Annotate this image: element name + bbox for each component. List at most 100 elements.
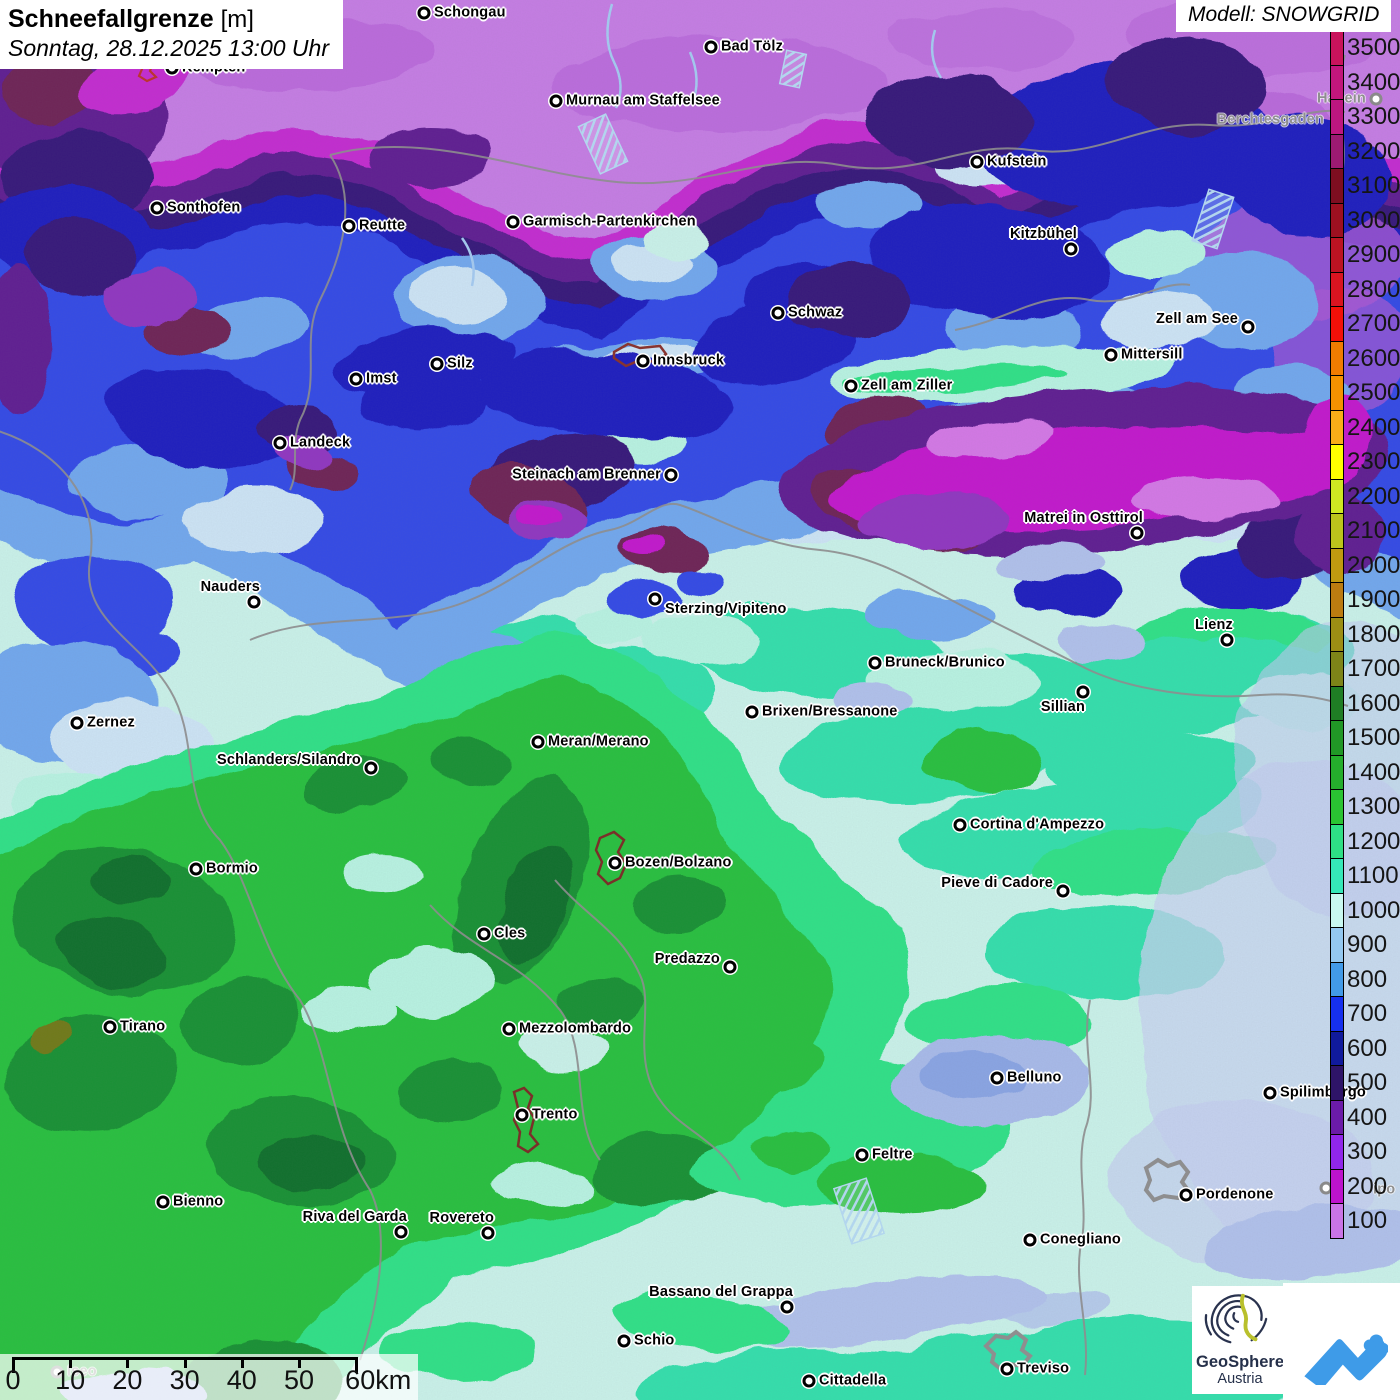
city-label: Zell am See: [1156, 311, 1238, 327]
geosphere-logo-box: GeoSphere Austria: [1192, 1286, 1288, 1394]
page-title: Schneefallgrenze [m]: [8, 5, 254, 33]
scale-tick: [240, 1357, 244, 1368]
city-marker: [953, 818, 967, 832]
geosphere-country: Austria: [1217, 1371, 1263, 1388]
city-label: Brixen/Bressanone: [762, 703, 898, 720]
city-label: Schlanders/Silandro: [216, 752, 361, 768]
city-label: Predazzo: [654, 951, 720, 967]
city-marker: [349, 372, 363, 386]
city-label: Tirano: [120, 1018, 166, 1035]
city-marker: [1369, 92, 1383, 106]
scale-bar: 0 10 20 30 40 50 60km: [0, 1354, 418, 1400]
city-marker: [247, 595, 261, 609]
city-label: Pieve di Cadore: [941, 875, 1053, 891]
city-label: Mezzolombardo: [519, 1020, 632, 1037]
city-label: Cortina d'Ampezzo: [970, 816, 1105, 833]
city-label: Sillian: [1040, 699, 1085, 715]
scale-tick: [355, 1357, 359, 1373]
city-marker: [868, 656, 882, 670]
snow-model-logo-box: [1283, 1283, 1400, 1400]
city-marker: [430, 357, 444, 371]
city-label: Rovereto: [429, 1210, 494, 1226]
city-label: Trento: [532, 1106, 578, 1123]
city-marker: [648, 592, 662, 606]
scale-tick: [183, 1357, 187, 1368]
scale-tick: [12, 1357, 15, 1373]
scale-tick-label: 30: [169, 1365, 200, 1395]
city-label: Schio: [634, 1332, 675, 1349]
city-marker: [1064, 242, 1078, 256]
city-label: Berchtesgaden: [1216, 111, 1324, 128]
city-label: Belluno: [1007, 1069, 1062, 1086]
city-marker: [1220, 633, 1234, 647]
city-label: Imst: [366, 370, 397, 387]
city-label: Nauders: [200, 579, 260, 595]
city-marker: [636, 354, 650, 368]
city-label: Kitzbühel: [1009, 226, 1077, 242]
scale-tick: [126, 1357, 130, 1368]
geosphere-logo-icon: [1204, 1293, 1268, 1344]
city-label: Zell am Ziller: [861, 377, 953, 394]
city-marker: [150, 201, 164, 215]
geosphere-name: GeoSphere: [1195, 1353, 1285, 1371]
city-label: Riva del Garda: [302, 1209, 407, 1225]
city-marker: [103, 1020, 117, 1034]
scale-tick: [298, 1357, 301, 1368]
city-label: Conegliano: [1040, 1231, 1121, 1248]
scale-tick-label: 50: [283, 1365, 315, 1395]
city-marker: [704, 40, 718, 54]
city-marker: [477, 927, 491, 941]
city-marker: [780, 1300, 794, 1314]
city-label: Garmisch-Partenkirchen: [523, 213, 696, 230]
city-label: Lienz: [1194, 617, 1233, 633]
city-marker: [802, 1374, 816, 1388]
scale-tick: [69, 1357, 73, 1368]
city-marker: [723, 960, 737, 974]
city-marker: [1023, 1233, 1037, 1247]
city-label: Schongau: [434, 4, 506, 21]
city-label: Schwaz: [788, 304, 843, 321]
city-label: Innsbruck: [653, 352, 725, 369]
city-label: Steinach am Brenner: [512, 466, 661, 483]
city-label: Bozen/Bolzano: [625, 854, 732, 871]
city-label: Cittadella: [819, 1372, 887, 1389]
city-label: Silz: [447, 355, 473, 372]
city-marker: [502, 1022, 516, 1036]
city-label: Spilimbergo: [1280, 1084, 1366, 1101]
city-marker: [1130, 526, 1144, 540]
city-marker: [1241, 320, 1255, 334]
city-marker: [664, 468, 678, 482]
city-label: Bienno: [173, 1193, 224, 1210]
city-marker: [990, 1071, 1004, 1085]
scale-tick-label: 10: [55, 1365, 86, 1395]
city-label: Bruneck/Brunico: [885, 654, 1005, 671]
city-marker: [1319, 1181, 1333, 1195]
city-marker: [273, 436, 287, 450]
title-box: Schneefallgrenze [m] Sonntag, 28.12.2025…: [0, 0, 343, 70]
mountain-logo-icon: [1303, 1333, 1388, 1385]
city-marker: [1179, 1188, 1193, 1202]
city-marker: [364, 761, 378, 775]
model-box: Modell: SNOWGRID: [1176, 0, 1392, 32]
city-marker: [342, 219, 356, 233]
city-label: Pordenone: [1196, 1186, 1274, 1203]
city-label: Kufstein: [987, 153, 1047, 170]
city-marker: [1076, 685, 1090, 699]
scale-tick-label: 60km: [345, 1365, 412, 1395]
city-marker: [515, 1108, 529, 1122]
city-marker: [617, 1334, 631, 1348]
city-marker: [506, 215, 520, 229]
city-marker: [189, 862, 203, 876]
city-marker: [745, 705, 759, 719]
city-label: Bassano del Grappa: [649, 1284, 793, 1300]
city-marker: [970, 155, 984, 169]
city-marker: [70, 716, 84, 730]
city-label: Feltre: [872, 1146, 913, 1163]
city-label: Murnau am Staffelsee: [566, 92, 720, 109]
model-label: Modell: SNOWGRID: [1188, 3, 1380, 26]
city-marker: [394, 1225, 408, 1239]
city-label: Sterzing/Vipiteno: [665, 601, 787, 617]
